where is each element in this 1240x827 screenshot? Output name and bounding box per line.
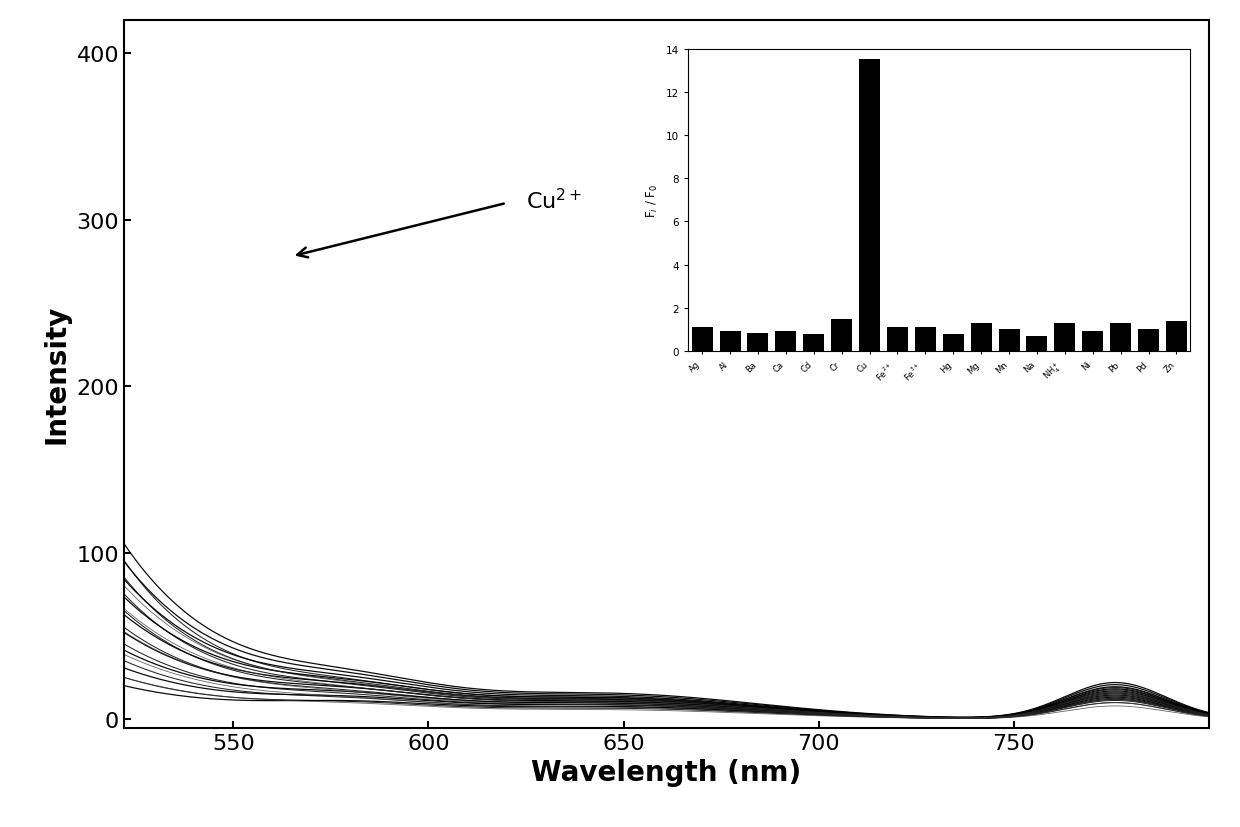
- Bar: [748, 333, 769, 351]
- Bar: [831, 319, 852, 351]
- X-axis label: Wavelength (nm): Wavelength (nm): [532, 758, 801, 786]
- Bar: [692, 327, 713, 351]
- Bar: [859, 60, 880, 351]
- Bar: [915, 327, 936, 351]
- Bar: [1083, 332, 1104, 351]
- Bar: [971, 323, 992, 351]
- Bar: [804, 334, 825, 351]
- Y-axis label: Intensity: Intensity: [43, 304, 71, 444]
- Bar: [1054, 323, 1075, 351]
- Bar: [1138, 330, 1159, 351]
- Bar: [942, 334, 963, 351]
- Bar: [775, 332, 796, 351]
- Bar: [1110, 323, 1131, 351]
- Bar: [1027, 337, 1048, 351]
- Bar: [887, 327, 908, 351]
- Y-axis label: F$_i$ / F$_0$: F$_i$ / F$_0$: [645, 184, 661, 218]
- Bar: [1166, 322, 1187, 351]
- Text: Cu$^{2+}$: Cu$^{2+}$: [526, 188, 582, 213]
- Bar: [719, 332, 740, 351]
- Bar: [998, 330, 1019, 351]
